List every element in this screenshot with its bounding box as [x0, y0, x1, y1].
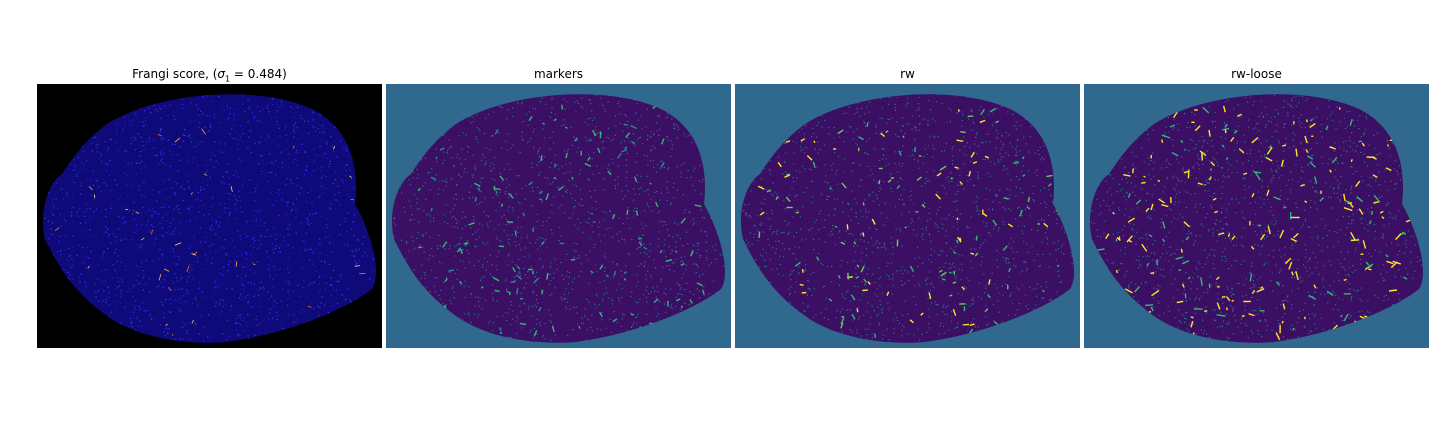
tissue-region: [740, 94, 1074, 343]
panel-title-frangi: Frangi score, (σ1 = 0.484): [132, 67, 287, 84]
panel-title-rw: rw: [900, 67, 915, 81]
tissue-region: [391, 94, 725, 343]
rw-image: [735, 84, 1080, 348]
panel-title-rw-loose: rw-loose: [1231, 67, 1282, 81]
markers-canvas: [386, 84, 731, 348]
rw-loose-canvas: [1084, 84, 1429, 348]
rw-canvas: [735, 84, 1080, 348]
rw-loose-image: [1084, 84, 1429, 348]
frangi-score-image: [37, 84, 382, 348]
markers-image: [386, 84, 731, 348]
frangi-score-canvas: [37, 84, 382, 348]
tissue-region: [42, 94, 376, 343]
panel-title-markers: markers: [533, 67, 584, 81]
tissue-region: [1089, 94, 1423, 343]
